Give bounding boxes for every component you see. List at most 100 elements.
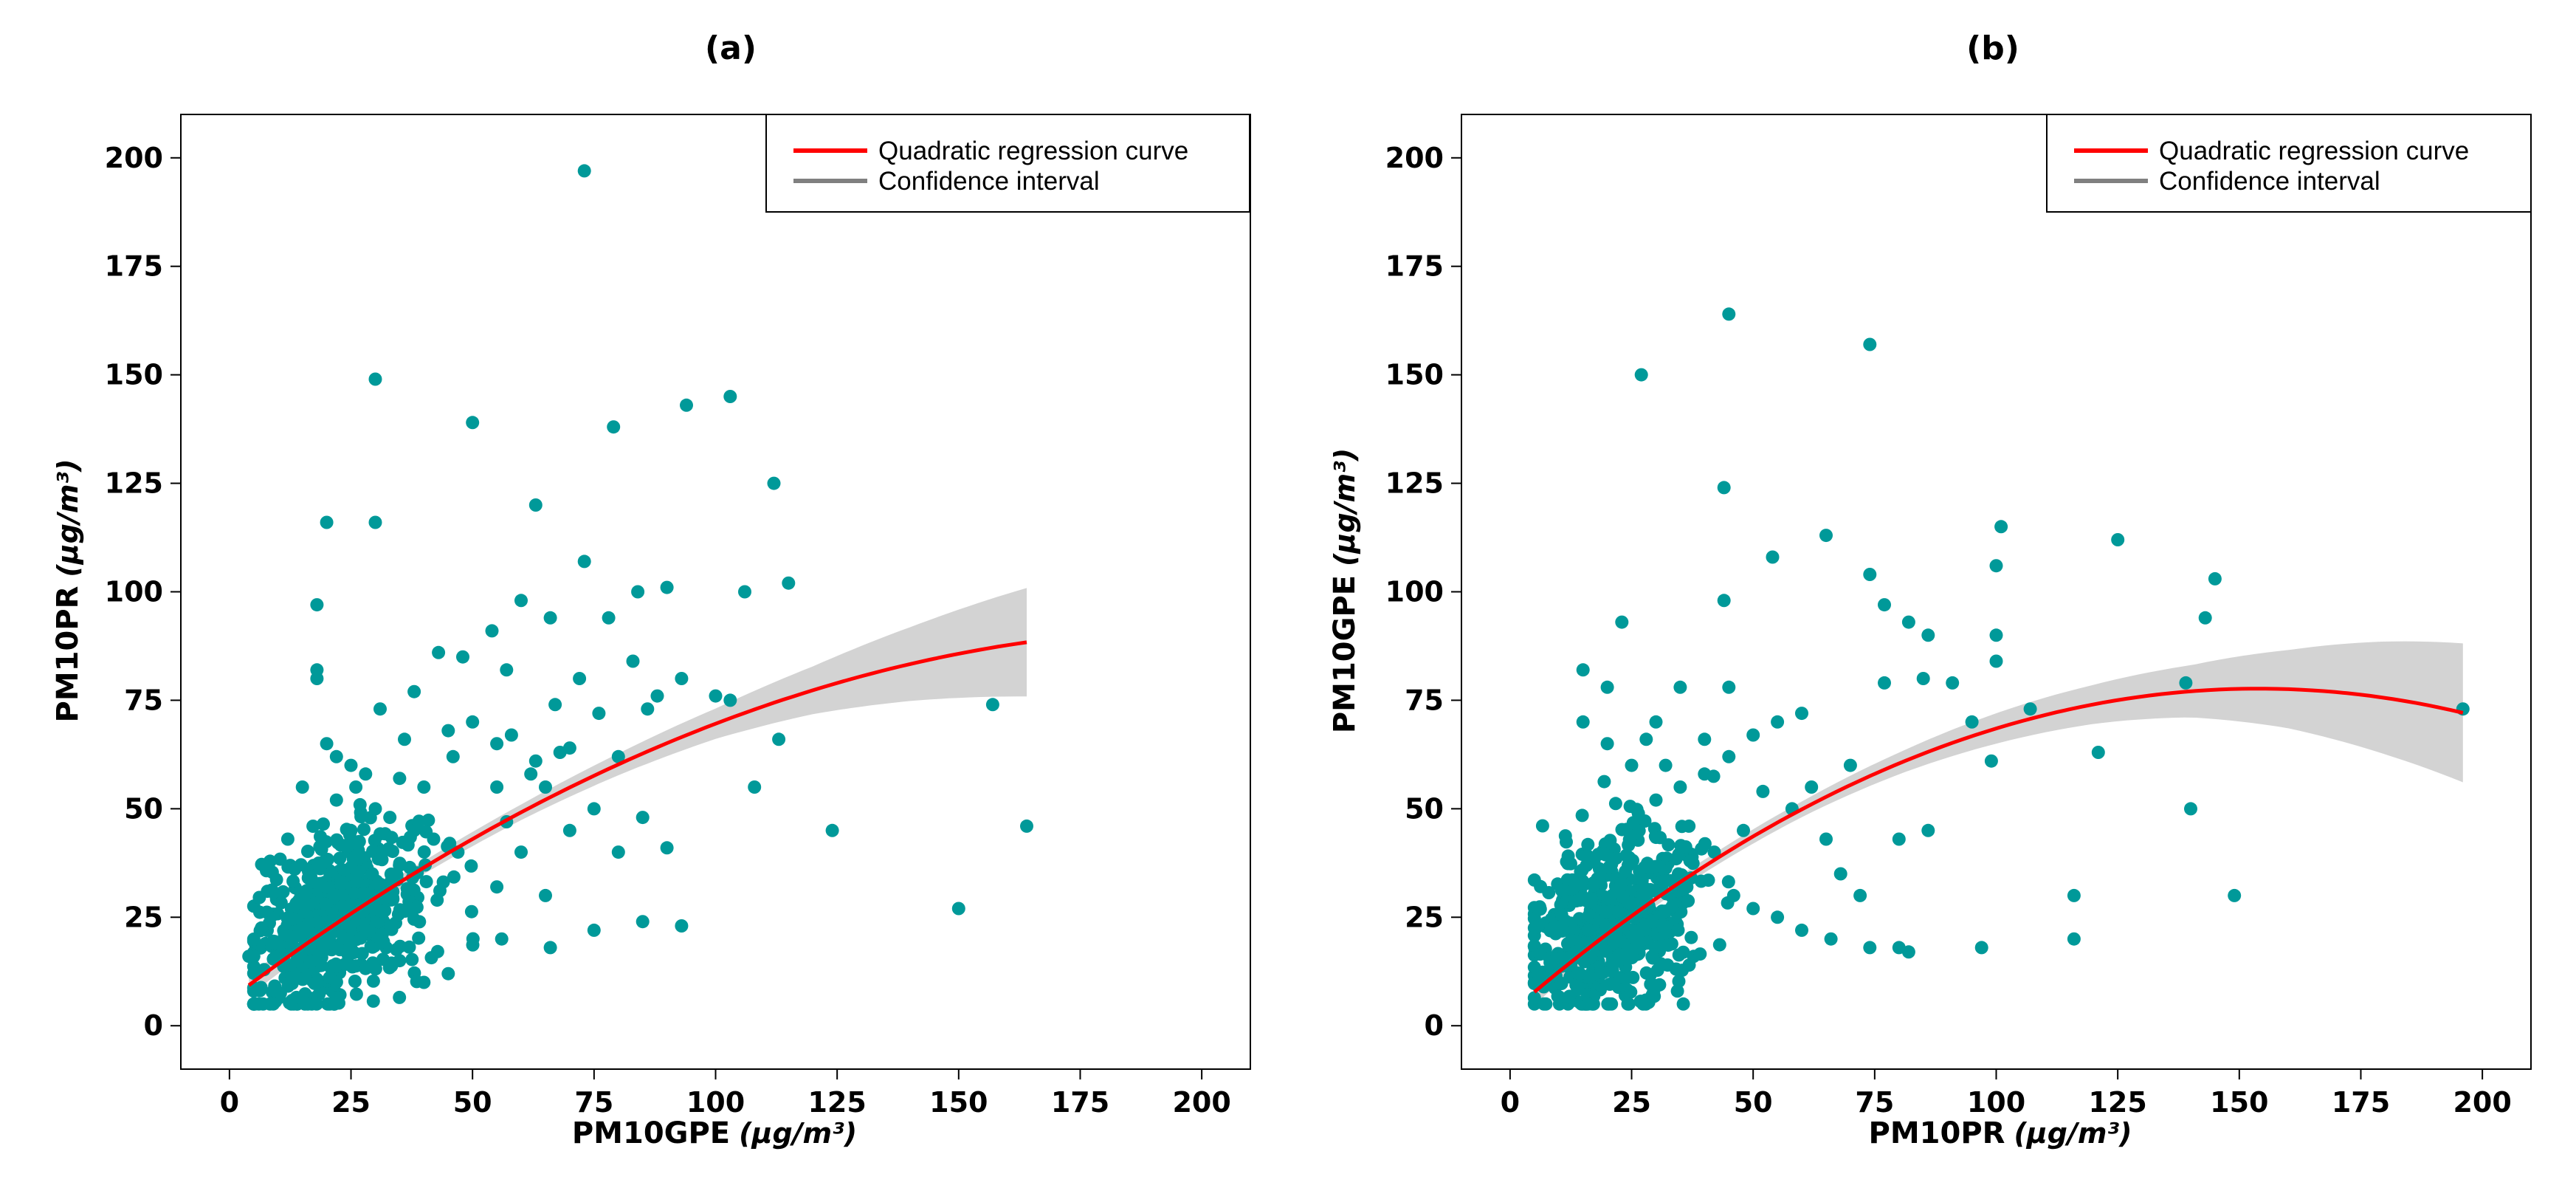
data-point bbox=[543, 611, 557, 625]
data-point bbox=[398, 904, 412, 918]
data-point bbox=[1673, 680, 1687, 694]
data-point bbox=[1599, 905, 1614, 919]
data-point bbox=[1554, 883, 1568, 897]
data-point bbox=[405, 952, 419, 966]
data-point bbox=[782, 576, 796, 590]
data-point bbox=[349, 780, 363, 794]
data-point bbox=[337, 839, 351, 853]
data-point bbox=[602, 611, 616, 625]
x-axis-label: PM10PR (μg/m³) bbox=[1869, 1116, 2132, 1150]
data-point bbox=[1599, 944, 1613, 958]
data-point bbox=[373, 852, 388, 866]
x-tick-label: 50 bbox=[453, 1086, 492, 1119]
data-point bbox=[592, 707, 606, 721]
data-point bbox=[375, 904, 389, 919]
data-point bbox=[1824, 932, 1838, 946]
data-point bbox=[464, 904, 478, 919]
data-point bbox=[1615, 615, 1629, 629]
x-tick-label: 100 bbox=[686, 1086, 745, 1119]
data-point bbox=[1621, 997, 1635, 1011]
data-point bbox=[825, 823, 839, 837]
data-point bbox=[1622, 851, 1636, 865]
data-point bbox=[660, 580, 674, 594]
data-point bbox=[495, 932, 509, 946]
data-point bbox=[1554, 898, 1568, 912]
data-point bbox=[1619, 865, 1633, 879]
data-point bbox=[368, 372, 382, 386]
data-point bbox=[1535, 819, 1549, 833]
y-tick-label: 25 bbox=[124, 901, 163, 933]
data-point bbox=[1771, 910, 1785, 924]
data-point bbox=[1650, 964, 1664, 977]
data-point bbox=[2067, 888, 2081, 902]
data-point bbox=[1989, 654, 2003, 668]
data-point bbox=[344, 758, 358, 772]
data-point bbox=[1636, 997, 1650, 1011]
data-point bbox=[985, 698, 999, 712]
legend: Quadratic regression curve Confidence in… bbox=[765, 114, 1250, 213]
data-point bbox=[748, 780, 762, 794]
data-point bbox=[1669, 962, 1683, 976]
data-point bbox=[1630, 941, 1644, 955]
data-point bbox=[626, 654, 640, 668]
data-point bbox=[1626, 816, 1640, 830]
data-point bbox=[1878, 598, 1891, 612]
data-point bbox=[348, 975, 362, 988]
data-point bbox=[351, 865, 365, 879]
data-point bbox=[446, 749, 460, 763]
data-point bbox=[539, 888, 552, 902]
data-point bbox=[1599, 848, 1613, 862]
data-point bbox=[328, 960, 342, 973]
data-point bbox=[1683, 854, 1697, 868]
data-point bbox=[1722, 749, 1736, 763]
data-point bbox=[412, 931, 426, 945]
data-point bbox=[441, 966, 455, 981]
data-point bbox=[631, 585, 645, 599]
data-point bbox=[1659, 758, 1673, 772]
confidence-band bbox=[249, 588, 1027, 996]
data-point bbox=[1527, 961, 1541, 975]
data-point bbox=[436, 875, 450, 889]
data-point bbox=[301, 845, 314, 858]
data-point bbox=[680, 398, 693, 412]
data-point bbox=[1630, 803, 1644, 817]
y-axis-title: PM10PR bbox=[51, 586, 85, 723]
data-point bbox=[1601, 891, 1615, 905]
data-point bbox=[1746, 728, 1760, 742]
data-point bbox=[280, 832, 295, 846]
x-tick-label: 150 bbox=[929, 1086, 988, 1119]
data-point bbox=[407, 684, 421, 698]
data-point bbox=[1612, 947, 1626, 961]
data-point bbox=[675, 672, 689, 685]
data-point bbox=[2111, 533, 2125, 546]
data-point bbox=[1633, 865, 1647, 878]
data-point bbox=[365, 867, 379, 881]
data-point bbox=[587, 923, 601, 937]
data-point bbox=[410, 900, 424, 914]
data-point bbox=[1608, 797, 1622, 811]
data-point bbox=[514, 594, 528, 608]
data-point bbox=[247, 997, 261, 1011]
data-point bbox=[1652, 859, 1666, 873]
data-point bbox=[951, 902, 965, 916]
data-point bbox=[1678, 840, 1692, 854]
data-point bbox=[266, 936, 280, 950]
data-point bbox=[607, 420, 621, 434]
data-point bbox=[1746, 902, 1760, 916]
data-point bbox=[1587, 879, 1601, 893]
data-point bbox=[1901, 945, 1915, 959]
data-point bbox=[1645, 950, 1659, 964]
data-point bbox=[1596, 966, 1610, 980]
data-point bbox=[447, 870, 461, 884]
data-point bbox=[1984, 754, 1998, 768]
data-point bbox=[1638, 923, 1652, 937]
data-point bbox=[247, 933, 261, 946]
data-point bbox=[528, 754, 543, 768]
data-point bbox=[316, 941, 330, 954]
data-point bbox=[1989, 628, 2003, 642]
data-point bbox=[1717, 481, 1731, 495]
data-point bbox=[1878, 676, 1891, 690]
data-point bbox=[1533, 972, 1547, 986]
data-point bbox=[641, 702, 655, 716]
data-point bbox=[1639, 732, 1653, 746]
